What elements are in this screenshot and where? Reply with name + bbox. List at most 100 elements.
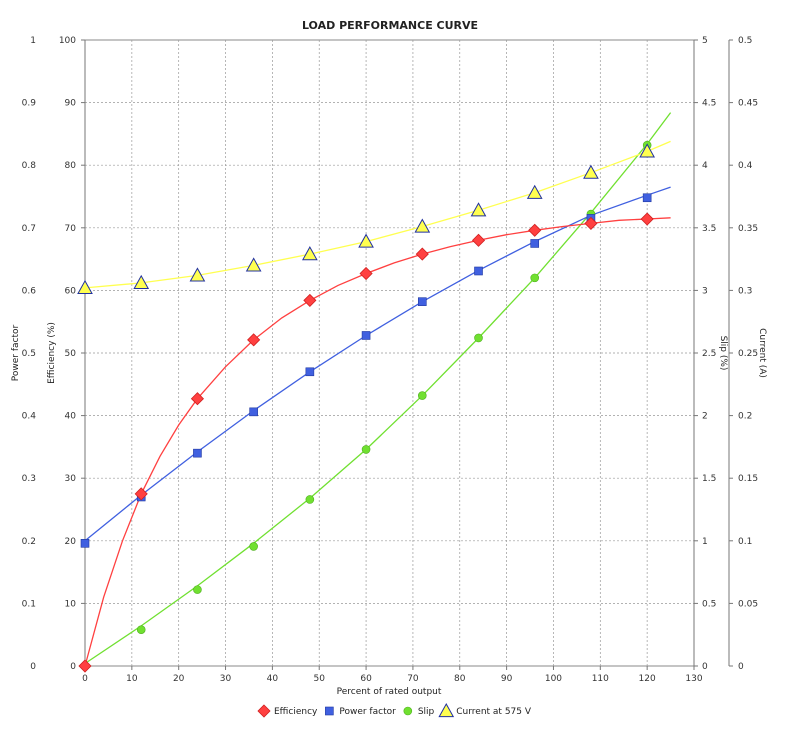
current-at-575-v-point xyxy=(639,143,656,158)
current-tick-label: 0.45 xyxy=(738,99,758,109)
power-factor-tick-label: 0 xyxy=(30,662,36,672)
efficiency-tick-label: 50 xyxy=(65,349,77,359)
current-at-575-v-point xyxy=(358,233,374,248)
current-tick-label: 0.4 xyxy=(738,161,753,171)
power-factor-tick-label: 0.9 xyxy=(22,99,37,109)
x-tick-label: 40 xyxy=(267,674,279,684)
power-factor-tick-label: 0.5 xyxy=(22,349,36,359)
efficiency-tick-label: 90 xyxy=(65,99,77,109)
power-factor-tick-label: 1 xyxy=(30,36,36,46)
slip-tick-label: 4.5 xyxy=(702,99,716,109)
current-at-575-v-point xyxy=(133,274,150,289)
efficiency-tick-label: 0 xyxy=(70,662,76,672)
chart-title: LOAD PERFORMANCE CURVE xyxy=(302,19,478,32)
current-tick-label: 0.05 xyxy=(738,599,758,609)
slip-tick-label: 0.5 xyxy=(702,599,716,609)
power-factor-curve xyxy=(84,186,671,542)
current-at-575-v-point xyxy=(526,184,543,199)
power-factor-tick-label: 0.2 xyxy=(22,537,36,547)
current-tick-label: 0.15 xyxy=(738,474,758,484)
efficiency-tick-label: 20 xyxy=(65,537,77,547)
markers xyxy=(77,140,656,673)
efficiency-tick-label: 70 xyxy=(65,224,77,234)
legend: Efficiency Power factor Slip Current at 575… xyxy=(257,702,532,718)
power-factor-point xyxy=(193,448,202,458)
legend-slip-label: Slip xyxy=(418,707,435,717)
slip-curve xyxy=(84,112,672,665)
power-factor-point xyxy=(530,239,540,248)
power-factor-tick-label: 0.6 xyxy=(22,286,37,296)
power-factor-point xyxy=(249,407,258,417)
current-tick-label: 0.2 xyxy=(738,412,752,422)
slip-point xyxy=(136,625,146,634)
power-factor-point xyxy=(80,539,90,548)
current-tick-label: 0.25 xyxy=(738,349,758,359)
power-factor-tick-label: 0.1 xyxy=(22,599,36,609)
x-tick-label: 100 xyxy=(545,674,562,684)
slip-point xyxy=(474,333,483,343)
slip-tick-label: 1.5 xyxy=(702,474,716,484)
x-tick-label: 30 xyxy=(220,674,232,684)
current-tick-label: 0.1 xyxy=(738,537,752,547)
slip-tick-label: 3 xyxy=(702,286,708,296)
slip-tick-label: 4 xyxy=(702,161,708,171)
efficiency-tick-label: 40 xyxy=(65,412,77,422)
slip-axis-label: Slip (%) xyxy=(718,336,728,371)
legend-power-factor-swatch xyxy=(325,706,334,716)
power-factor-tick-label: 0.8 xyxy=(22,161,37,171)
x-tick-label: 0 xyxy=(82,674,88,684)
slip-tick-label: 1 xyxy=(702,537,708,547)
current-at-575-v-point xyxy=(414,218,431,233)
current-at-575-v-point xyxy=(245,257,262,272)
efficiency-tick-label: 60 xyxy=(65,286,77,296)
efficiency-point xyxy=(359,266,373,281)
efficiency-point xyxy=(471,233,486,247)
efficiency-point xyxy=(584,216,598,230)
power-factor-tick-label: 0.7 xyxy=(22,224,36,234)
efficiency-tick-label: 100 xyxy=(59,36,76,46)
x-tick-label: 90 xyxy=(501,674,513,684)
x-tick-label: 70 xyxy=(407,674,419,684)
x-tick-label: 10 xyxy=(126,674,138,684)
slip-tick-label: 2 xyxy=(702,412,708,422)
x-tick-label: 130 xyxy=(685,674,702,684)
current-at-575-v-point xyxy=(470,202,487,217)
slip-point xyxy=(417,391,427,400)
x-tick-label: 110 xyxy=(592,674,609,684)
efficiency-point xyxy=(303,293,317,307)
current-tick-label: 0.5 xyxy=(738,36,752,46)
slip-point xyxy=(530,273,540,283)
axes: 0 10 20 30 40 50 60 70 80 90 100 110 120 13000.10.20.… xyxy=(22,36,758,684)
power-factor-tick-label: 0.4 xyxy=(22,412,37,422)
current-axis-label: Current (A) xyxy=(757,328,767,378)
efficiency-point xyxy=(247,333,261,347)
efficiency-point xyxy=(528,223,542,237)
efficiency-tick-label: 30 xyxy=(65,474,77,484)
slip-tick-label: 5 xyxy=(702,36,708,46)
slip-point xyxy=(249,542,258,551)
legend-efficiency-swatch xyxy=(257,704,271,718)
efficiency-tick-label: 10 xyxy=(65,599,77,609)
legend-slip-swatch xyxy=(403,706,413,716)
power-factor-tick-label: 0.3 xyxy=(22,474,36,484)
efficiency-point xyxy=(415,247,429,261)
legend-power-factor-label: Power factor xyxy=(339,707,396,717)
current-at-575-v-point xyxy=(302,246,318,261)
slip-point xyxy=(305,495,315,504)
efficiency-point xyxy=(190,392,204,406)
power-factor-point xyxy=(305,367,315,377)
x-tick-label: 20 xyxy=(173,674,185,684)
slip-tick-label: 0 xyxy=(702,662,708,672)
legend-current-at-575-v-label: Current at 575 V xyxy=(456,707,532,717)
x-tick-label: 50 xyxy=(314,674,326,684)
current-tick-label: 0.35 xyxy=(738,224,758,234)
legend-efficiency-label: Efficiency xyxy=(274,707,318,717)
slip-point xyxy=(361,445,371,454)
efficiency-point xyxy=(78,659,92,673)
power-factor-point xyxy=(642,193,652,203)
current-at-575-v-point xyxy=(583,164,599,179)
current-at-575-v-point xyxy=(189,267,206,282)
current-at-575-v-curve xyxy=(84,140,671,289)
